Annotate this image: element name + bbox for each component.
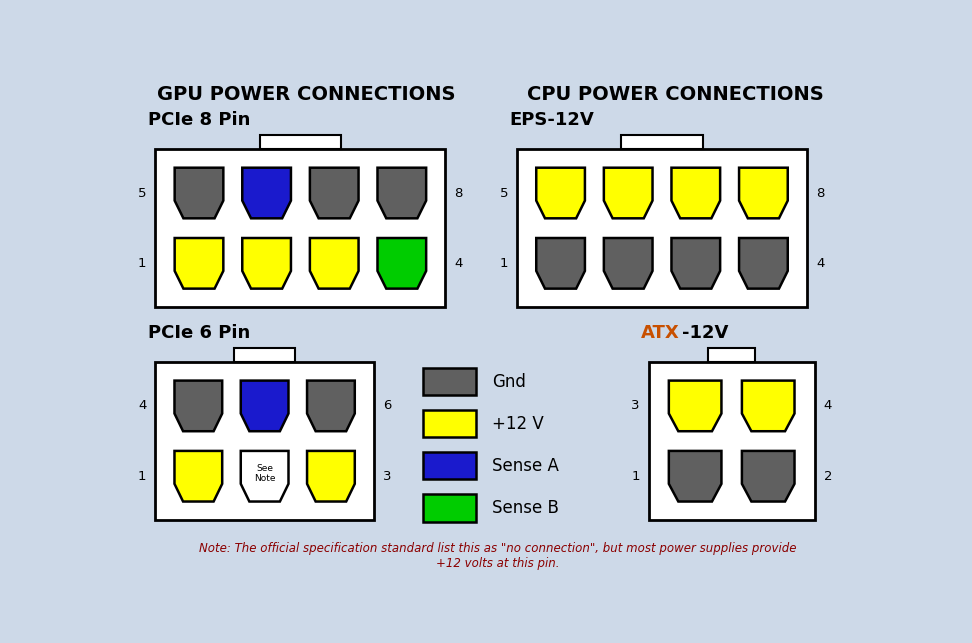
Bar [423,494,475,521]
Text: 4: 4 [138,399,147,412]
Text: 8: 8 [816,186,824,199]
Polygon shape [307,381,355,431]
Text: CPU POWER CONNECTIONS: CPU POWER CONNECTIONS [527,85,823,104]
Polygon shape [174,451,223,502]
Text: 1: 1 [138,470,147,483]
Text: 5: 5 [138,186,147,199]
Text: See
Note: See Note [254,464,275,484]
Text: +12 V: +12 V [492,415,544,433]
Polygon shape [537,168,585,219]
Text: 4: 4 [816,257,824,270]
Polygon shape [310,238,359,289]
Bar [423,410,475,437]
Bar [423,368,475,395]
Text: PCIe 8 Pin: PCIe 8 Pin [148,111,250,129]
Text: 1: 1 [631,470,640,483]
Polygon shape [242,168,291,219]
Text: Note: The official specification standard list this as "no connection", but most: Note: The official specification standar… [199,542,797,570]
Polygon shape [742,381,794,431]
Polygon shape [742,451,794,502]
Text: Sense A: Sense A [492,457,559,475]
Bar [517,149,807,307]
Text: Gnd: Gnd [492,373,526,391]
Polygon shape [310,168,359,219]
Bar [156,149,445,307]
Text: 1: 1 [500,257,508,270]
Polygon shape [242,238,291,289]
Bar [260,135,341,149]
Text: -12V: -12V [682,324,728,342]
Text: PCIe 6 Pin: PCIe 6 Pin [148,324,250,342]
Polygon shape [739,168,787,219]
Bar [423,452,475,480]
Polygon shape [241,381,289,431]
Text: 4: 4 [823,399,832,412]
Polygon shape [604,168,652,219]
Bar [156,362,374,520]
Bar [709,348,755,362]
Polygon shape [604,238,652,289]
Polygon shape [669,451,721,502]
Polygon shape [175,238,224,289]
Bar [234,348,295,362]
Polygon shape [174,381,223,431]
Text: ATX: ATX [642,324,680,342]
Polygon shape [739,238,787,289]
Polygon shape [377,238,426,289]
Text: 3: 3 [631,399,640,412]
Text: 1: 1 [138,257,147,270]
Text: 5: 5 [500,186,508,199]
Polygon shape [672,238,720,289]
Text: 2: 2 [823,470,832,483]
Polygon shape [175,168,224,219]
Text: 3: 3 [383,470,392,483]
Text: Sense B: Sense B [492,499,559,517]
Text: GPU POWER CONNECTIONS: GPU POWER CONNECTIONS [156,85,455,104]
Polygon shape [669,381,721,431]
Polygon shape [377,168,426,219]
Text: 8: 8 [455,186,463,199]
Bar [649,362,815,520]
Text: EPS-12V: EPS-12V [509,111,594,129]
Polygon shape [537,238,585,289]
Polygon shape [672,168,720,219]
Polygon shape [241,451,289,502]
Text: 4: 4 [455,257,463,270]
Text: 6: 6 [383,399,392,412]
Bar [621,135,703,149]
Polygon shape [307,451,355,502]
